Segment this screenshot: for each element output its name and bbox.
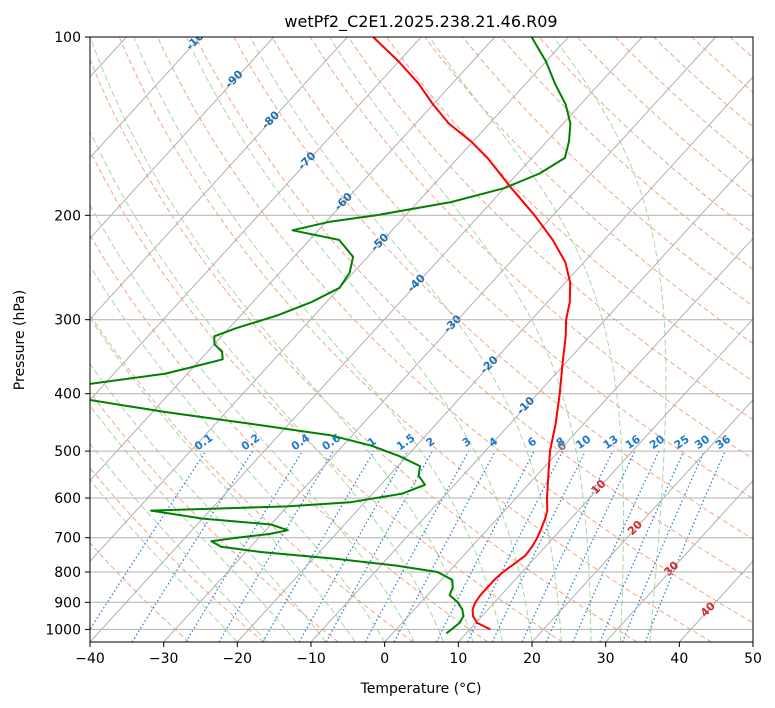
- x-tick-label: −10: [296, 651, 326, 667]
- moist-adiabat-line: [90, 264, 386, 642]
- x-tick-label: 10: [449, 651, 467, 667]
- y-axis-label: Pressure (hPa): [12, 290, 28, 390]
- isotherm-line: [90, 37, 348, 320]
- pressure-grid: [90, 37, 753, 630]
- moist-adiabat-line: [90, 363, 327, 642]
- isotherm-line: [605, 479, 753, 642]
- mixing-ratio-line: [599, 450, 685, 642]
- temperature-profile: [372, 37, 572, 631]
- y-tick-label: 100: [54, 30, 81, 46]
- isotherm-line: [90, 37, 643, 642]
- x-axis-label: Temperature (°C): [360, 681, 482, 697]
- x-tick-label: 40: [670, 651, 688, 667]
- dry-adiabat-line: [157, 37, 753, 624]
- y-axis: 100 200 300 400 500 600 700 800 900 1000: [45, 30, 90, 638]
- isotherm-line: [90, 37, 422, 401]
- dry-adiabat-line: [118, 37, 712, 642]
- moist-adiabat-line: [90, 443, 268, 642]
- moist-adiabat-line: [90, 130, 445, 642]
- dry-adiabat-line: [424, 37, 753, 344]
- isotherm-line: [384, 237, 753, 642]
- moist-adiabat-line: [249, 37, 562, 642]
- moist-adiabat-line: [90, 317, 356, 642]
- moist-adiabat-line: [90, 479, 238, 642]
- dry-adiabat-line: [195, 37, 753, 582]
- y-tick-label: 900: [54, 595, 81, 611]
- isotherm-line: [236, 76, 753, 642]
- moist-adiabat-line: [90, 404, 297, 642]
- moist-adiabat-line: [553, 37, 667, 642]
- x-tick-label: −30: [149, 651, 179, 667]
- x-tick-label: −20: [223, 651, 253, 667]
- mixing-ratio-line: [185, 450, 304, 642]
- isotherm-line: [457, 318, 753, 642]
- dewpoint-profile: [90, 37, 572, 635]
- y-tick-label: 400: [54, 387, 81, 403]
- y-tick-label: 600: [54, 491, 81, 507]
- chart-title: wetPf2_C2E1.2025.238.21.46.R09: [284, 12, 557, 32]
- mixing-ratio-line: [393, 450, 496, 642]
- moist-adiabat-line: [133, 37, 503, 642]
- y-tick-label: 700: [54, 531, 81, 547]
- dry-adiabat-line: [90, 149, 563, 642]
- moist-adiabat-line: [428, 37, 624, 642]
- isotherm-line: [90, 37, 569, 562]
- mixing-ratio-line: [325, 450, 434, 642]
- isotherm-line: [90, 37, 275, 240]
- thermo-background: [90, 37, 753, 642]
- isotherm-line: [310, 156, 753, 642]
- mixing-ratio-line: [131, 450, 254, 642]
- plot-frame: [89, 36, 754, 643]
- dry-adiabat-line: [271, 37, 753, 500]
- mixing-ratio-line: [90, 450, 207, 631]
- isotherm-line: [90, 37, 201, 159]
- y-tick-label: 800: [54, 565, 81, 581]
- y-tick-label: 1000: [45, 622, 81, 638]
- moist-adiabat-line: [90, 37, 474, 642]
- moist-adiabat-line: [90, 204, 415, 642]
- dry-adiabat-line: [309, 37, 753, 460]
- isotherm-line: [163, 37, 717, 642]
- mixing-ratio-line: [621, 450, 705, 642]
- x-tick-label: 0: [380, 651, 389, 667]
- isotherm-line: [90, 37, 496, 482]
- x-tick-label: 30: [597, 651, 615, 667]
- y-tick-label: 200: [54, 208, 81, 224]
- moist-adiabat-line: [328, 37, 592, 642]
- sounding-profiles: [90, 37, 572, 635]
- dry-adiabat-line: [386, 37, 753, 382]
- x-axis: −40 −30 −20 −10 0 10 20 30 40 50: [75, 642, 762, 667]
- x-tick-label: 20: [523, 651, 541, 667]
- x-tick-label: 50: [744, 651, 762, 667]
- isotherm-line: [531, 399, 753, 642]
- x-tick-label: −40: [75, 651, 105, 667]
- y-tick-label: 500: [54, 444, 81, 460]
- mixing-ratio-line: [466, 450, 564, 642]
- y-tick-label: 300: [54, 313, 81, 329]
- mixing-ratio-line: [364, 450, 470, 642]
- mixing-ratio-line: [572, 450, 660, 642]
